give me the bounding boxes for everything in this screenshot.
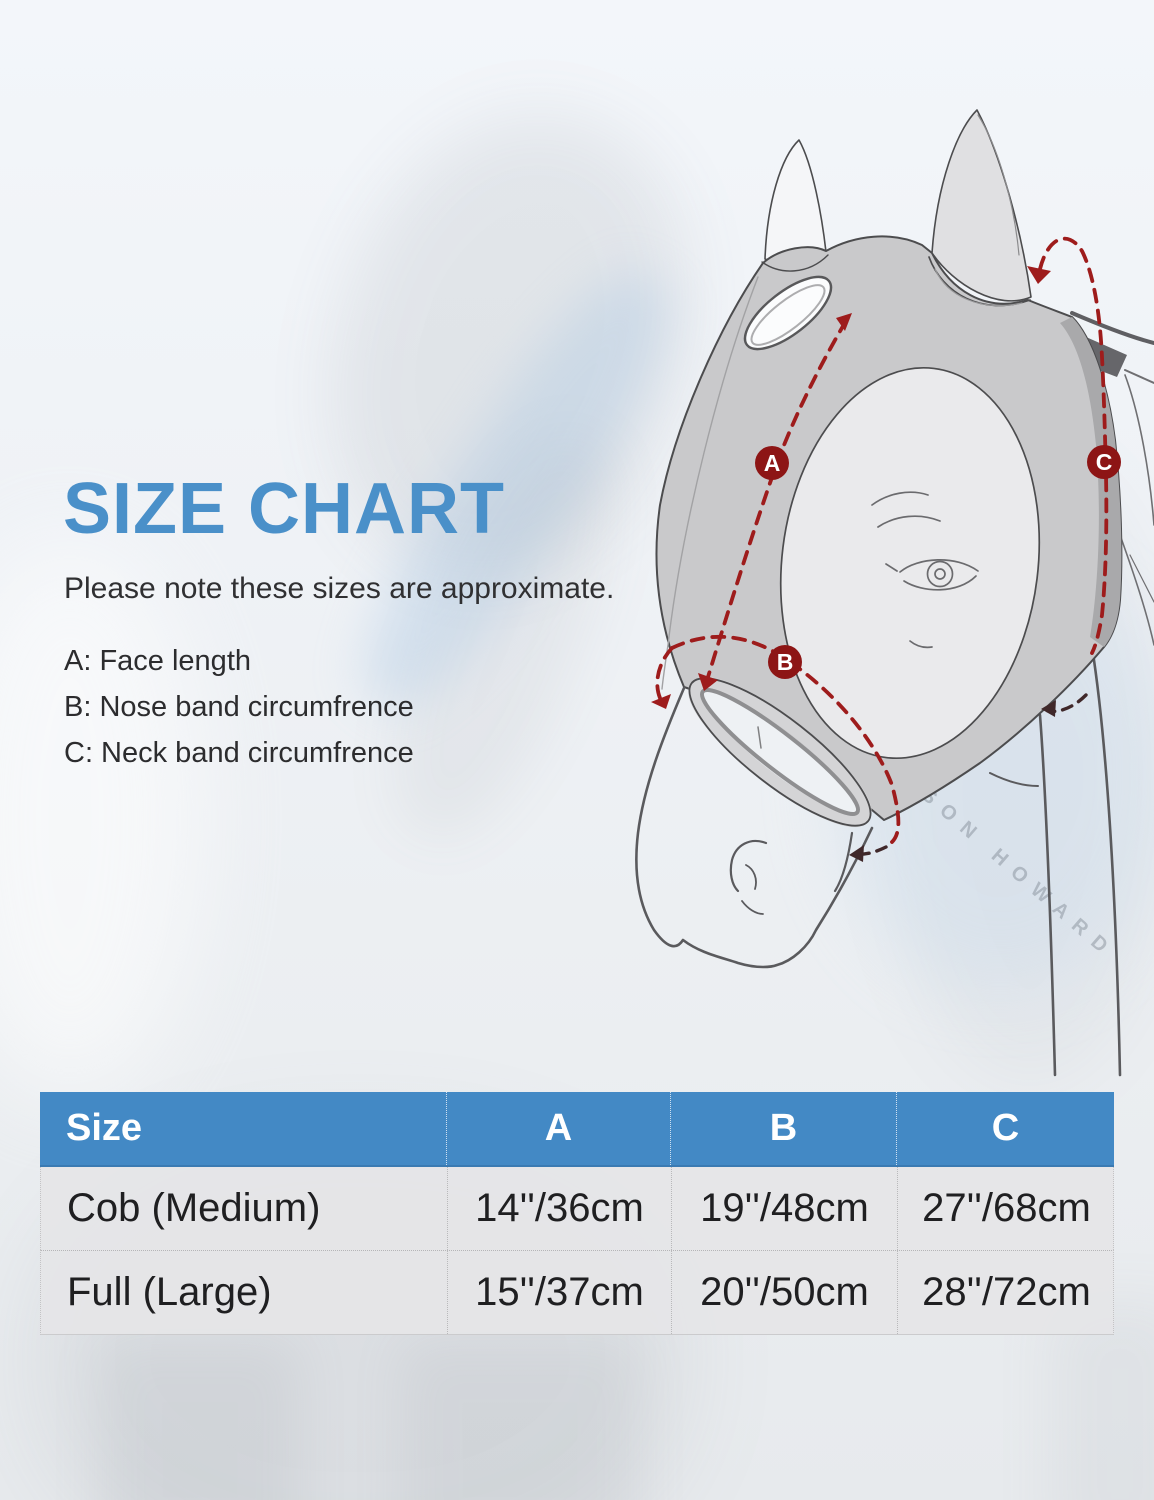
forelock-hole xyxy=(743,275,833,351)
horse-fly-mask-diagram: A B C xyxy=(635,109,1154,1077)
left-ear xyxy=(764,139,827,265)
neck-lines xyxy=(989,645,1122,1077)
eye-panel xyxy=(779,366,1041,760)
measurement-line-c xyxy=(1027,236,1109,717)
arrow-icon xyxy=(1027,266,1051,284)
arrow-icon xyxy=(698,673,718,691)
marker-c-label: C xyxy=(1096,449,1113,475)
marker-b-label: B xyxy=(777,649,794,675)
marker-a-badge: A xyxy=(755,446,789,480)
bg-horse-leg-shadow xyxy=(100,1340,300,1500)
header-cell-a: A xyxy=(447,1092,671,1165)
legend-item-b: B: Nose band circumfrence xyxy=(64,691,414,723)
table-row-cob: Cob (Medium) 14''/36cm 19''/48cm 27''/68… xyxy=(40,1167,1114,1250)
cell-full-c: 28''/72cm xyxy=(922,1270,1091,1314)
arrow-icon xyxy=(849,845,864,862)
band-seam xyxy=(757,726,762,749)
arrow-icon xyxy=(836,313,852,331)
right-ear xyxy=(931,109,1032,302)
eye-drawing xyxy=(871,491,979,649)
right-ear-fold xyxy=(977,114,1020,256)
header-cell-c: C xyxy=(991,1107,1020,1149)
cell-full-b: 20''/50cm xyxy=(672,1251,898,1334)
legend-item-c: C: Neck band circumfrence xyxy=(64,737,414,769)
page-title: SIZE CHART xyxy=(63,469,505,549)
left-ear-rim xyxy=(761,254,829,272)
subtitle: Please note these sizes are approximate. xyxy=(64,572,615,605)
table-header-row: Size A B C xyxy=(40,1092,1114,1167)
cell-cob-b: 19''/48cm xyxy=(672,1167,898,1250)
marker-a-label: A xyxy=(764,450,781,476)
legend-item-a: A: Face length xyxy=(64,645,251,677)
mane-lines xyxy=(1070,311,1154,646)
header-cell-size: Size xyxy=(40,1092,447,1165)
row-label: Full (Large) xyxy=(41,1251,448,1334)
measurement-line-b xyxy=(651,634,901,862)
mask-seam xyxy=(661,276,759,690)
nose-band xyxy=(688,676,872,828)
bg-horse-leg-shadow xyxy=(400,1340,640,1500)
muzzle-drawing xyxy=(635,686,874,969)
cell-cob-a: 14''/36cm xyxy=(448,1167,672,1250)
legend: A: Face length B: Nose band circumfrence… xyxy=(64,638,414,776)
ear-opening-rim-inner xyxy=(934,268,1023,307)
row-label: Cob (Medium) xyxy=(41,1167,448,1250)
cell-full-a: 15''/37cm xyxy=(448,1251,672,1334)
marker-b-badge: B xyxy=(768,645,802,679)
cell-cob-c: 27''/68cm xyxy=(922,1186,1091,1230)
header-cell-b: B xyxy=(671,1092,897,1165)
size-table: Size A B C Cob (Medium) 14''/36cm 19''/4… xyxy=(40,1092,1114,1335)
arrow-icon xyxy=(1041,700,1056,717)
arrow-icon xyxy=(651,694,671,709)
marker-c-badge: C xyxy=(1087,445,1121,479)
bg-light-patch xyxy=(0,540,200,1100)
table-row-full: Full (Large) 15''/37cm 20''/50cm 28''/72… xyxy=(40,1250,1114,1335)
